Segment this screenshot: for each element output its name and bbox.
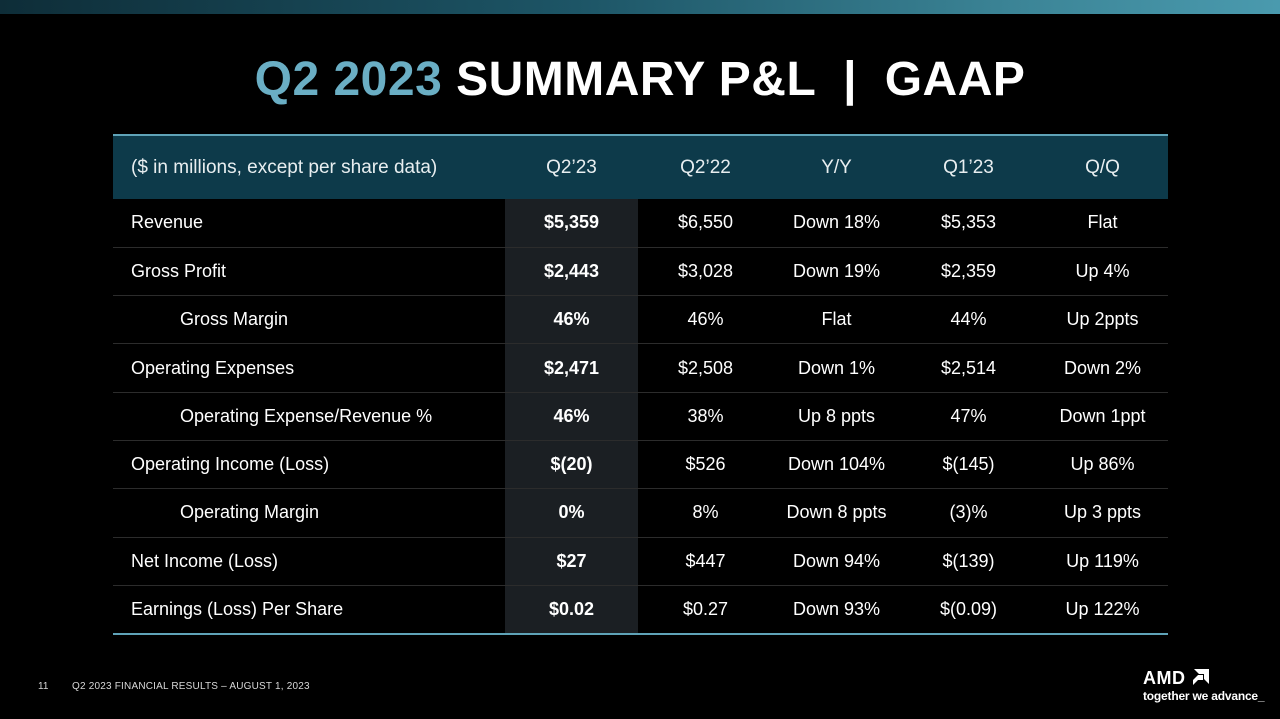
table-row: Operating Expense/Revenue % 46% 38% Up 8 pp… — [113, 392, 1168, 441]
logo-tagline: together we advance_ — [1143, 689, 1265, 703]
cell-yy: Up 8 ppts — [773, 392, 900, 441]
row-label: Gross Profit — [113, 247, 505, 297]
header-yy: Y/Y — [773, 134, 900, 199]
slide-title-accent: Q2 2023 — [254, 53, 443, 106]
cell-qq: Down 1ppt — [1037, 392, 1168, 441]
table-row: Operating Expenses $2,471 $2,508 Down 1% $2,… — [113, 343, 1168, 393]
amd-arrow-icon — [1193, 669, 1209, 685]
pl-table-container: ($ in millions, except per share data) Q… — [113, 134, 1168, 635]
table-header-row: ($ in millions, except per share data) Q… — [113, 134, 1168, 199]
cell-q1-23: 44% — [900, 295, 1037, 345]
table-row: Gross Margin 46% 46% Flat 44% Up 2ppts — [113, 295, 1168, 345]
row-label: Operating Expense/Revenue % — [113, 392, 505, 441]
table-row: Revenue $5,359 $6,550 Down 18% $5,353 Flat — [113, 199, 1168, 248]
table-row: Earnings (Loss) Per Share $0.02 $0.27 Down … — [113, 585, 1168, 635]
table-body: Revenue $5,359 $6,550 Down 18% $5,353 Flat Gro… — [113, 199, 1168, 635]
cell-qq: Up 2ppts — [1037, 295, 1168, 345]
cell-qq: Up 86% — [1037, 440, 1168, 490]
cell-yy: Down 104% — [773, 440, 900, 490]
cell-q2-23: $27 — [505, 537, 638, 586]
cell-q2-22: $526 — [638, 440, 773, 490]
cell-yy: Down 93% — [773, 585, 900, 635]
cell-q1-23: $2,514 — [900, 343, 1037, 393]
cell-qq: Down 2% — [1037, 343, 1168, 393]
table-row: Operating Margin 0% 8% Down 8 ppts (3)% Up 3 … — [113, 488, 1168, 538]
cell-q1-23: $5,353 — [900, 199, 1037, 248]
header-q2-23: Q2’23 — [505, 134, 638, 199]
logo-wordmark: AMD — [1143, 668, 1186, 688]
cell-q2-22: 46% — [638, 295, 773, 345]
amd-logo: AMD together we advance_ — [1143, 668, 1268, 708]
cell-qq: Up 3 ppts — [1037, 488, 1168, 538]
cell-q2-22: 8% — [638, 488, 773, 538]
cell-yy: Down 94% — [773, 537, 900, 586]
table-row: Operating Income (Loss) $(20) $526 Down 104… — [113, 440, 1168, 490]
cell-q2-22: 38% — [638, 392, 773, 441]
cell-q1-23: (3)% — [900, 488, 1037, 538]
header-q2-22: Q2’22 — [638, 134, 773, 199]
cell-q2-22: $447 — [638, 537, 773, 586]
table-row: Net Income (Loss) $27 $447 Down 94% $(139) Up… — [113, 537, 1168, 586]
cell-q2-23: 46% — [505, 392, 638, 441]
cell-q1-23: $2,359 — [900, 247, 1037, 297]
row-label: Revenue — [113, 199, 505, 248]
cell-yy: Down 18% — [773, 199, 900, 248]
slide-title: Q2 2023 SUMMARY P&L | GAAP — [0, 52, 1280, 107]
slide-title-main: SUMMARY P&L | GAAP — [456, 53, 1026, 106]
row-label: Operating Income (Loss) — [113, 440, 505, 490]
cell-yy: Flat — [773, 295, 900, 345]
cell-q1-23: $(0.09) — [900, 585, 1037, 635]
cell-q2-22: $2,508 — [638, 343, 773, 393]
cell-qq: Flat — [1037, 199, 1168, 248]
cell-q2-22: $3,028 — [638, 247, 773, 297]
top-accent-bar — [0, 0, 1280, 14]
cell-q1-23: 47% — [900, 392, 1037, 441]
header-q1-23: Q1’23 — [900, 134, 1037, 199]
cell-yy: Down 1% — [773, 343, 900, 393]
cell-q2-23: $2,471 — [505, 343, 638, 393]
cell-q1-23: $(139) — [900, 537, 1037, 586]
cell-qq: Up 122% — [1037, 585, 1168, 635]
cell-q2-23: $(20) — [505, 440, 638, 490]
cell-qq: Up 4% — [1037, 247, 1168, 297]
cell-q1-23: $(145) — [900, 440, 1037, 490]
row-label: Earnings (Loss) Per Share — [113, 585, 505, 635]
cell-yy: Down 8 ppts — [773, 488, 900, 538]
table-row: Gross Profit $2,443 $3,028 Down 19% $2,359 Up… — [113, 247, 1168, 297]
cell-q2-23: $5,359 — [505, 199, 638, 248]
cell-q2-23: 46% — [505, 295, 638, 345]
row-label: Net Income (Loss) — [113, 537, 505, 586]
row-label: Gross Margin — [113, 295, 505, 345]
footer-text: Q2 2023 FINANCIAL RESULTS – AUGUST 1, 20… — [72, 681, 310, 692]
cell-q2-23: $2,443 — [505, 247, 638, 297]
row-label: Operating Expenses — [113, 343, 505, 393]
cell-q2-22: $0.27 — [638, 585, 773, 635]
cell-q2-22: $6,550 — [638, 199, 773, 248]
pl-summary-table: ($ in millions, except per share data) Q… — [113, 134, 1168, 635]
cell-yy: Down 19% — [773, 247, 900, 297]
header-label-column: ($ in millions, except per share data) — [113, 134, 505, 199]
cell-qq: Up 119% — [1037, 537, 1168, 586]
cell-q2-23: $0.02 — [505, 585, 638, 635]
page-number: 11 — [38, 681, 49, 692]
cell-q2-23: 0% — [505, 488, 638, 538]
row-label: Operating Margin — [113, 488, 505, 538]
header-qq: Q/Q — [1037, 134, 1168, 199]
